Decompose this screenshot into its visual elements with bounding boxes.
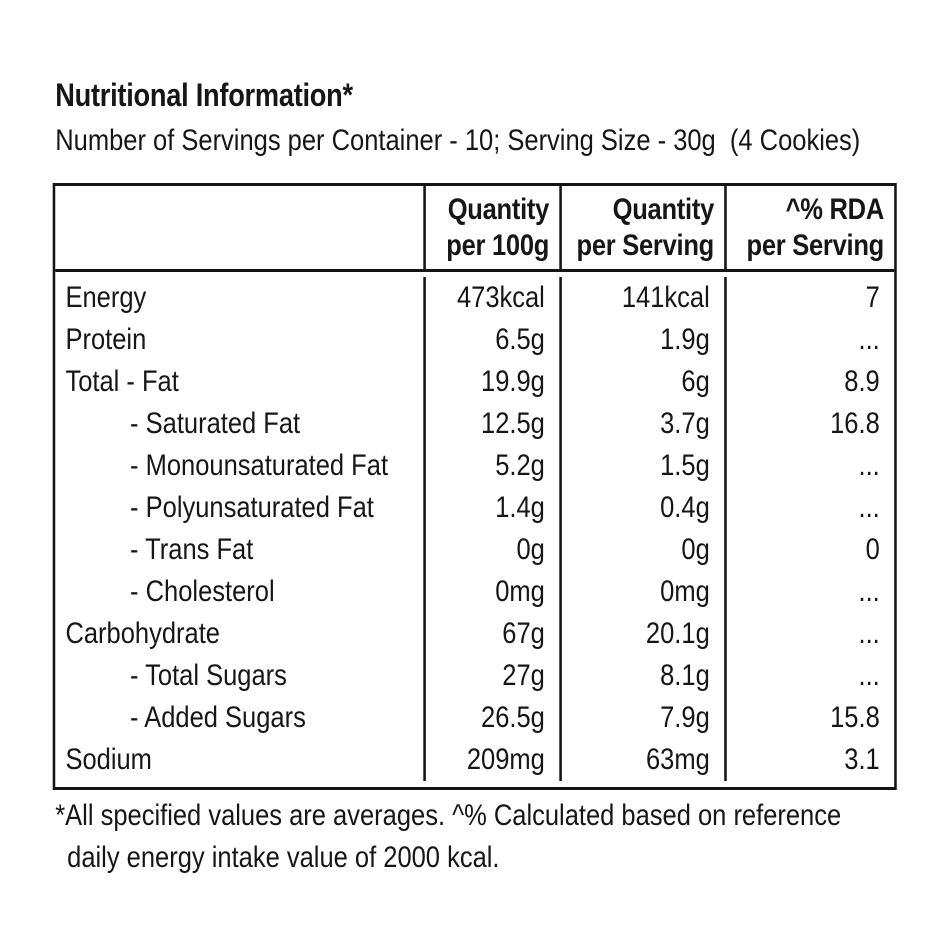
- table-row-polyunsaturated-fat: - Polyunsaturated Fat 1.4g 0.4g ...: [55, 487, 894, 529]
- value-per-serving: 6g: [562, 361, 727, 403]
- value-per-serving: 8.1g: [562, 655, 727, 697]
- table-row-cholesterol: - Cholesterol 0mg 0mg ...: [55, 571, 894, 613]
- table-body: Energy 473kcal 141kcal 7 Protein 6.5g 1.…: [55, 272, 894, 787]
- value-per-serving: 3.7g: [562, 403, 727, 445]
- table-row-sodium: Sodium 209mg 63mg 3.1: [55, 739, 894, 781]
- value-per-100g: 12.5g: [426, 403, 562, 445]
- header-quantity-per-serving: Quantity per Serving: [562, 186, 727, 269]
- value-per-serving: 0g: [562, 529, 727, 571]
- value-per-100g: 6.5g: [426, 319, 562, 361]
- header-line: ^% RDA: [785, 192, 885, 226]
- table-row-added-sugars: - Added Sugars 26.5g 7.9g 15.8: [55, 697, 894, 739]
- nutrient-label: Total - Fat: [55, 361, 426, 403]
- value-per-serving: 0mg: [562, 571, 727, 613]
- value-rda: ...: [858, 323, 880, 356]
- nutrient-label: - Trans Fat: [55, 529, 426, 571]
- serving-info: Number of Servings per Container - 10; S…: [55, 124, 861, 157]
- nutrient-label: - Monounsaturated Fat: [55, 445, 426, 487]
- value-rda: ...: [858, 659, 880, 692]
- value-per-100g: 27g: [426, 655, 562, 697]
- value-per-100g: 1.4g: [426, 487, 562, 529]
- table-row-protein: Protein 6.5g 1.9g ...: [55, 319, 894, 361]
- value-per-serving: 0.4g: [562, 487, 727, 529]
- table-row-energy: Energy 473kcal 141kcal 7: [55, 277, 894, 319]
- nutrient-label: - Total Sugars: [55, 655, 426, 697]
- footnote-line: *All specified values are averages. ^% C…: [55, 799, 842, 832]
- value-rda: ...: [858, 491, 880, 524]
- table-row-total-fat: Total - Fat 19.9g 6g 8.9: [55, 361, 894, 403]
- value-rda: 7: [865, 281, 880, 314]
- value-rda: ...: [858, 449, 880, 482]
- header-line: per Serving: [576, 228, 714, 262]
- nutrient-label: - Saturated Fat: [55, 403, 426, 445]
- value-rda: 15.8: [830, 701, 880, 734]
- nutrient-label: - Polyunsaturated Fat: [55, 487, 426, 529]
- value-rda: 16.8: [830, 407, 880, 440]
- value-rda: 8.9: [844, 365, 880, 398]
- nutrition-table: Quantity per 100g Quantity per Serving ^…: [52, 183, 897, 790]
- footnote-line: daily energy intake value of 2000 kcal.: [67, 841, 500, 874]
- nutrient-label: Sodium: [55, 739, 426, 781]
- header-quantity-per-100g: Quantity per 100g: [426, 186, 562, 269]
- value-per-100g: 0g: [426, 529, 562, 571]
- page-title: Nutritional Information*: [55, 77, 353, 113]
- nutrition-label: Nutritional Information* Number of Servi…: [0, 77, 905, 879]
- value-rda: ...: [858, 617, 880, 650]
- header-line: Quantity: [612, 192, 715, 226]
- value-rda: ...: [858, 575, 880, 608]
- value-per-100g: 19.9g: [426, 361, 562, 403]
- table-row-total-sugars: - Total Sugars 27g 8.1g ...: [55, 655, 894, 697]
- table-row-carbohydrate: Carbohydrate 67g 20.1g ...: [55, 613, 894, 655]
- table-row-saturated-fat: - Saturated Fat 12.5g 3.7g 16.8: [55, 403, 894, 445]
- nutrient-label: Energy: [55, 277, 426, 319]
- nutrient-label: Protein: [55, 319, 426, 361]
- value-per-100g: 67g: [426, 613, 562, 655]
- value-per-serving: 141kcal: [562, 277, 727, 319]
- value-rda: 0: [865, 533, 880, 566]
- value-per-serving: 63mg: [562, 739, 727, 781]
- header-line: per Serving: [746, 228, 884, 262]
- header-line: per 100g: [446, 228, 550, 262]
- value-per-100g: 209mg: [426, 739, 562, 781]
- header-rda-per-serving: ^% RDA per Serving: [727, 186, 894, 269]
- value-rda: 3.1: [844, 743, 880, 776]
- value-per-100g: 26.5g: [426, 697, 562, 739]
- value-per-serving: 20.1g: [562, 613, 727, 655]
- value-per-100g: 5.2g: [426, 445, 562, 487]
- header-nutrient-column: [55, 186, 426, 269]
- value-per-serving: 7.9g: [562, 697, 727, 739]
- nutrient-label: - Cholesterol: [55, 571, 426, 613]
- value-per-serving: 1.5g: [562, 445, 727, 487]
- table-header-row: Quantity per 100g Quantity per Serving ^…: [55, 186, 895, 272]
- value-per-serving: 1.9g: [562, 319, 727, 361]
- table-row-trans-fat: - Trans Fat 0g 0g 0: [55, 529, 894, 571]
- nutrient-label: Carbohydrate: [55, 613, 426, 655]
- header-line: Quantity: [447, 192, 550, 226]
- value-per-100g: 473kcal: [426, 277, 562, 319]
- value-per-100g: 0mg: [426, 571, 562, 613]
- footnote: *All specified values are averages. ^% C…: [0, 795, 905, 879]
- nutrient-label: - Added Sugars: [55, 697, 426, 739]
- table-row-monounsaturated-fat: - Monounsaturated Fat 5.2g 1.5g ...: [55, 445, 894, 487]
